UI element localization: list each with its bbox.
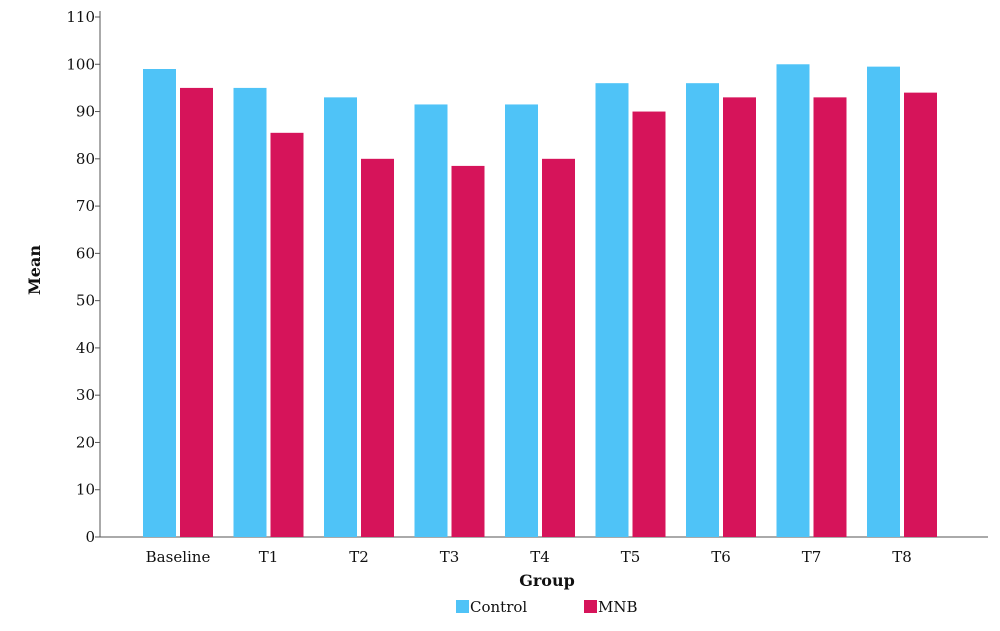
bar-control-t7 — [776, 64, 810, 537]
legend-label-mnb: MNB — [598, 598, 638, 616]
bar-control-t6 — [686, 83, 719, 537]
x-tick-label: Baseline — [146, 548, 211, 566]
y-tick-label: 80 — [76, 150, 95, 168]
legend-swatch-control — [456, 600, 469, 613]
x-tick-label: T8 — [892, 548, 912, 566]
y-tick-label: 20 — [76, 433, 95, 451]
bar-mnb-t8 — [904, 92, 937, 538]
bar-control-t3 — [414, 104, 448, 538]
bar-mnb-t1 — [270, 132, 304, 537]
legend-swatch-mnb — [584, 600, 597, 613]
y-tick-label: 10 — [76, 481, 95, 499]
y-tick-label: 30 — [76, 386, 95, 404]
bar-control-t4 — [505, 104, 538, 538]
bar-control-t5 — [595, 83, 629, 537]
x-tick-label: T7 — [802, 548, 822, 566]
x-axis: Baseline T1 T2 T3 T4 T5 T6 T7 T8 — [100, 536, 988, 566]
x-tick-label: T6 — [711, 548, 731, 566]
bar-mnb-t7 — [813, 97, 847, 537]
bars — [143, 64, 937, 538]
bar-mnb-t4 — [542, 158, 575, 537]
y-tick-label: 90 — [76, 103, 95, 121]
x-tick-label: T5 — [621, 548, 641, 566]
y-tick-label: 40 — [76, 339, 95, 357]
x-axis-title: Group — [519, 571, 575, 590]
y-tick-label: 100 — [66, 55, 95, 73]
y-tick-label: 60 — [76, 244, 95, 262]
y-axis: 0 10 20 30 40 50 60 70 80 90 100 110 — [66, 8, 101, 546]
bar-mnb-t5 — [632, 111, 666, 537]
y-tick-label: 110 — [66, 8, 95, 26]
y-tick-label: 50 — [76, 292, 95, 310]
y-tick-label: 0 — [85, 528, 95, 546]
x-tick-label: T1 — [259, 548, 279, 566]
x-tick-label: T2 — [349, 548, 369, 566]
bar-mnb-t6 — [723, 97, 756, 537]
bar-mnb-t2 — [361, 158, 394, 537]
bar-mnb-t3 — [451, 165, 485, 537]
bar-control-baseline — [143, 69, 176, 537]
y-tick-label: 70 — [76, 197, 95, 215]
bar-control-t2 — [324, 97, 357, 537]
bar-mnb-baseline — [180, 87, 213, 537]
bar-control-t1 — [233, 87, 267, 537]
legend: Control MNB — [456, 598, 638, 616]
legend-label-control: Control — [470, 598, 527, 616]
x-tick-label: T3 — [440, 548, 460, 566]
x-tick-label: T4 — [530, 548, 550, 566]
bar-control-t8 — [867, 66, 900, 538]
y-axis-title: Mean — [25, 245, 44, 295]
